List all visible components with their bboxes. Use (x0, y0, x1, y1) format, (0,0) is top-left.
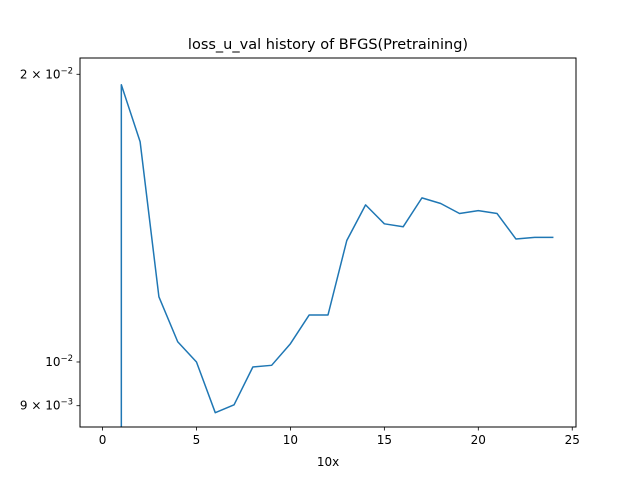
x-axis-label: 10x (317, 455, 339, 469)
y-tick-label: 10−2 (45, 354, 73, 369)
x-tick-label: 15 (377, 433, 392, 447)
chart-title: loss_u_val history of BFGS(Pretraining) (188, 37, 468, 53)
plot-area (120, 84, 554, 427)
y-axis: 2 × 10−2 10−2 9 × 10−3 (20, 66, 80, 413)
x-tick-label: 20 (471, 433, 486, 447)
x-tick-label: 25 (565, 433, 580, 447)
plot-frame (79, 57, 577, 428)
x-tick-label: 5 (193, 433, 201, 447)
x-axis: 0 5 10 15 20 25 (99, 427, 580, 447)
y-tick-label: 9 × 10−3 (20, 398, 73, 413)
y-tick-label: 2 × 10−2 (20, 66, 73, 81)
x-tick-label: 10 (283, 433, 298, 447)
series-line-0 (120, 84, 554, 427)
x-tick-label: 0 (99, 433, 107, 447)
